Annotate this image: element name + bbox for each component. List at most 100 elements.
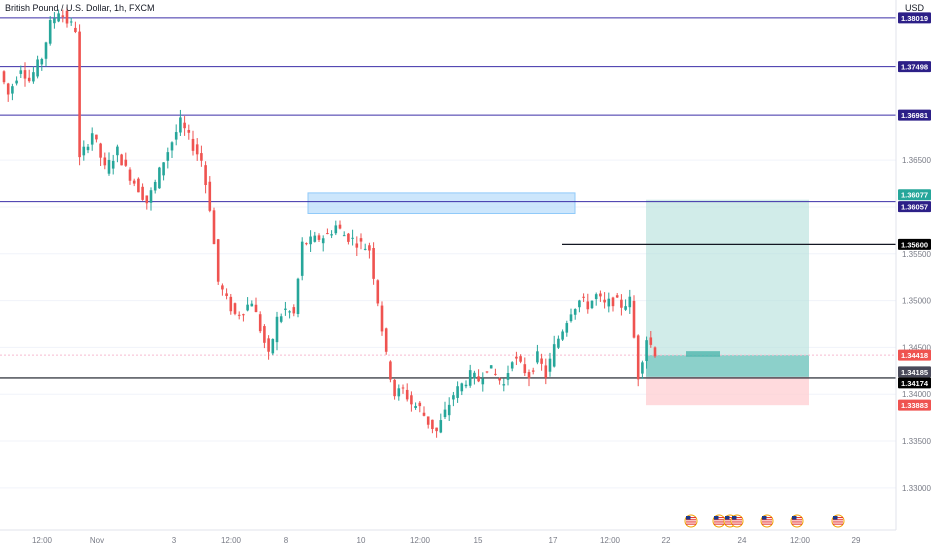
price-label-tp <box>898 189 931 201</box>
candle <box>267 338 270 352</box>
candle <box>275 316 279 343</box>
candle <box>389 361 392 380</box>
candle <box>124 159 128 166</box>
candle <box>636 335 640 380</box>
y-tick-label: 1.35000 <box>902 297 931 306</box>
candle <box>258 314 262 332</box>
candle <box>452 395 455 400</box>
candle <box>519 356 522 362</box>
x-tick-label: 12:00 <box>410 536 431 545</box>
candle <box>435 427 438 432</box>
candle <box>120 154 123 166</box>
candle <box>141 186 144 200</box>
candle <box>628 296 632 308</box>
price-label-blk2 <box>898 377 931 389</box>
candle <box>594 294 598 300</box>
candle <box>48 20 52 44</box>
candle <box>90 133 94 145</box>
candle <box>473 372 476 379</box>
price-label-sl <box>898 399 931 411</box>
candle <box>271 339 275 354</box>
candle <box>145 195 149 204</box>
candle <box>99 143 102 158</box>
candle <box>242 314 245 316</box>
candle <box>552 344 556 367</box>
candle <box>263 326 266 343</box>
candle <box>515 356 518 359</box>
candle <box>212 210 216 245</box>
candle <box>246 304 249 311</box>
candle <box>195 144 199 155</box>
y-tick-label: 1.36500 <box>902 156 931 165</box>
candle <box>384 328 388 352</box>
candle <box>296 278 300 314</box>
candle <box>372 248 375 279</box>
candle <box>624 306 627 310</box>
candles-group <box>2 7 657 438</box>
candle <box>330 234 333 236</box>
candle <box>204 165 207 186</box>
candle <box>82 146 86 156</box>
x-tick-label: 12:00 <box>32 536 53 545</box>
candle <box>599 293 602 297</box>
candle <box>380 305 384 332</box>
candle <box>561 331 564 340</box>
x-tick-label: 29 <box>852 536 861 545</box>
candle <box>632 300 636 338</box>
candle <box>326 233 329 235</box>
candle <box>334 225 338 234</box>
supply-zone-box <box>307 192 576 214</box>
candle <box>27 77 31 82</box>
candle <box>653 347 657 357</box>
price-label-text: 1.35600 <box>901 240 928 249</box>
price-label-text: 1.36077 <box>901 191 928 200</box>
price-label-text: 1.38019 <box>901 14 928 23</box>
x-tick-label: 15 <box>474 536 483 545</box>
projection-box <box>686 351 720 357</box>
candle <box>410 395 413 405</box>
candle <box>531 370 535 372</box>
candle <box>116 146 119 156</box>
candle <box>221 285 224 290</box>
candle <box>166 152 170 161</box>
candle <box>2 71 6 83</box>
candle <box>498 378 501 381</box>
candle <box>414 405 417 409</box>
candle <box>23 70 27 79</box>
x-tick-label: 22 <box>662 536 671 545</box>
candle <box>351 237 354 239</box>
candle <box>6 83 10 95</box>
candle <box>544 365 548 378</box>
y-tick-label: 1.33000 <box>902 484 931 493</box>
candle <box>431 419 434 430</box>
candle <box>368 245 371 251</box>
candle <box>620 299 623 308</box>
candle <box>582 296 585 298</box>
y-tick-label: 1.34000 <box>902 390 931 399</box>
candle <box>170 142 174 151</box>
candle <box>19 70 23 74</box>
candle <box>284 308 287 310</box>
candle <box>103 157 107 166</box>
candle <box>426 416 430 425</box>
candle <box>359 238 363 242</box>
position-active-zone <box>646 355 809 377</box>
candle <box>11 86 14 94</box>
candle <box>44 42 48 59</box>
us-flag-icon <box>831 514 845 528</box>
us-flag-icon <box>712 514 726 528</box>
candle <box>149 190 153 203</box>
candle <box>422 412 426 416</box>
candle <box>536 351 539 363</box>
candle <box>347 233 350 242</box>
candle <box>279 316 283 322</box>
candle <box>208 181 212 211</box>
candle <box>111 160 115 169</box>
candle <box>233 303 237 314</box>
candle <box>61 15 65 17</box>
price-label-blk1 <box>898 238 931 250</box>
candle <box>36 59 39 77</box>
price-label-text: 1.36981 <box>901 111 928 120</box>
